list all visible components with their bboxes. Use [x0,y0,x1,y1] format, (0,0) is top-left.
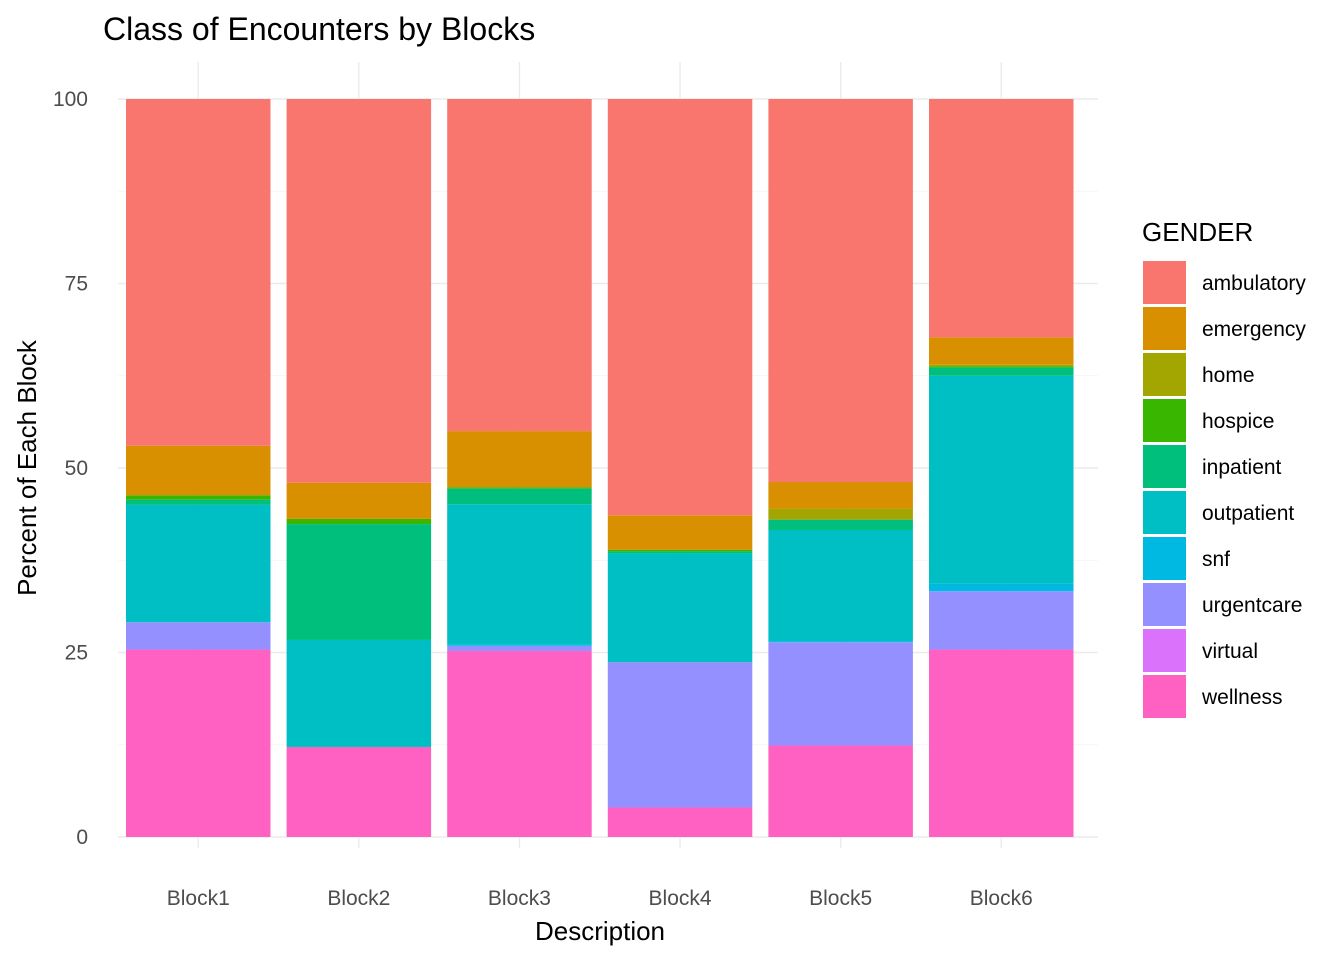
bar-segment-urgentcare-block5 [768,642,913,746]
legend-item-snf: snf [1143,537,1230,580]
bar-segment-emergency-block2 [286,482,432,519]
legend-swatch [1143,491,1186,534]
x-tick-label: Block3 [488,887,551,910]
legend-item-home: home [1143,353,1255,396]
legend-item-inpatient: inpatient [1143,445,1282,488]
bar-segment-snf-block5 [768,641,913,643]
bar-segment-ambulatory-block5 [768,99,913,483]
bar-segment-home-block5 [768,508,913,520]
bar-segment-emergency-block3 [447,431,592,488]
bar-segment-urgentcare-block3 [447,645,592,652]
x-axis-title: Description [535,916,665,946]
bar-segment-inpatient-block6 [929,367,1074,376]
legend-item-ambulatory: ambulatory [1143,261,1306,304]
y-tick-label: 25 [65,642,88,665]
x-tick-label: Block1 [167,887,230,910]
legend-swatch [1143,629,1186,672]
bar-segment-snf-block6 [929,583,1074,592]
legend-item-wellness: wellness [1143,675,1283,718]
bar-segment-emergency-block5 [768,482,913,509]
bar-segment-wellness-block4 [607,807,753,837]
legend-title: GENDER [1142,217,1253,247]
legend: GENDER ambulatory emergency home hospice inp… [1142,217,1306,718]
legend-item-urgentcare: urgentcare [1143,583,1302,626]
bar-segment-wellness-block6 [929,649,1074,837]
bar-segment-urgentcare-block6 [929,591,1074,650]
bar-segment-ambulatory-block1 [126,99,271,446]
bar-segment-ambulatory-block3 [447,99,592,432]
bar-segment-hospice-block6 [929,366,1074,368]
bar-segment-urgentcare-block1 [126,622,271,650]
legend-label: urgentcare [1202,594,1302,617]
bar-segment-emergency-block6 [929,337,1074,365]
legend-swatch [1143,307,1186,350]
x-tick-label: Block6 [970,887,1033,910]
y-axis-tick-labels: 0 25 50 75 100 [53,88,88,849]
x-axis-tick-labels: Block1 Block2 Block3 Block4 Block5 Block6 [167,887,1033,910]
legend-label: virtual [1202,640,1258,663]
bar-segment-outpatient-block1 [126,504,271,623]
bar-segment-outpatient-block5 [768,529,913,642]
bar-segment-home-block6 [929,364,1074,367]
bar-segment-urgentcare-block4 [607,662,753,808]
y-tick-label: 50 [65,457,88,480]
y-tick-label: 100 [53,88,88,111]
bar-segment-ambulatory-block6 [929,99,1074,338]
bar-segment-outpatient-block2 [286,639,432,747]
x-tick-label: Block5 [809,887,872,910]
bar-segment-wellness-block2 [286,746,432,837]
bar-segment-inpatient-block2 [286,524,432,640]
y-tick-label: 75 [65,273,88,296]
legend-swatch [1143,675,1186,718]
legend-item-hospice: hospice [1143,399,1274,442]
legend-swatch [1143,261,1186,304]
legend-swatch [1143,445,1186,488]
bar-segment-snf-block3 [447,644,592,646]
bar-segment-outpatient-block6 [929,375,1074,584]
legend-label: emergency [1202,318,1306,341]
legend-label: outpatient [1202,502,1294,525]
y-tick-label: 0 [76,826,88,849]
legend-label: hospice [1202,410,1274,433]
legend-item-virtual: virtual [1143,629,1258,672]
x-tick-label: Block4 [649,887,712,910]
bar-segment-inpatient-block4 [607,551,753,554]
legend-label: home [1202,364,1255,387]
bar-segment-ambulatory-block4 [607,99,753,516]
legend-swatch [1143,537,1186,580]
legend-item-outpatient: outpatient [1143,491,1294,534]
bars [126,99,1074,837]
legend-label: wellness [1201,686,1283,709]
bar-segment-inpatient-block5 [768,519,913,530]
bar-segment-emergency-block4 [607,515,753,550]
bar-segment-hospice-block4 [607,549,753,552]
chart-title: Class of Encounters by Blocks [103,11,535,47]
bar-segment-inpatient-block1 [126,499,271,505]
legend-item-emergency: emergency [1143,307,1306,350]
bar-segment-wellness-block3 [447,651,592,837]
y-axis-title: Percent of Each Block [12,339,42,596]
legend-label: inpatient [1202,456,1282,479]
bar-segment-hospice-block2 [286,518,432,525]
bar-segment-outpatient-block4 [607,553,753,663]
bar-segment-inpatient-block3 [447,488,592,505]
legend-label: ambulatory [1202,272,1306,295]
bar-segment-hospice-block3 [447,487,592,489]
bar-segment-outpatient-block3 [447,504,592,645]
legend-swatch [1143,583,1186,626]
bar-segment-hospice-block1 [126,495,271,500]
bar-segment-wellness-block5 [768,745,913,837]
legend-label: snf [1202,548,1230,571]
legend-swatch [1143,399,1186,442]
bar-segment-emergency-block1 [126,445,271,496]
bar-segment-ambulatory-block2 [286,99,432,483]
x-tick-label: Block2 [327,887,390,910]
legend-swatch [1143,353,1186,396]
bar-segment-wellness-block1 [126,649,271,837]
